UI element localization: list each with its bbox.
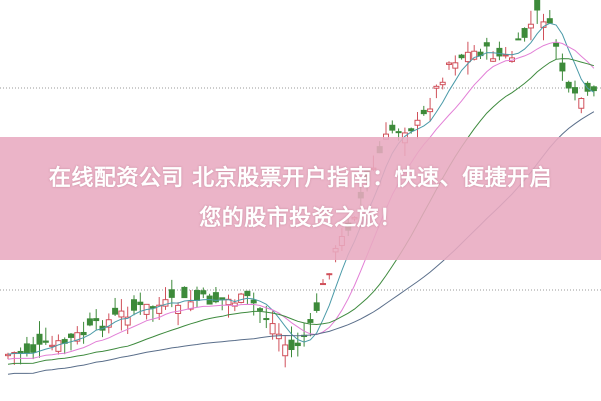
candle-body — [275, 333, 282, 340]
candle-body — [105, 319, 112, 328]
candle-body — [590, 86, 597, 92]
candle-body — [212, 292, 219, 303]
candle-body — [502, 54, 509, 57]
candle-body — [471, 50, 478, 60]
candle-body — [156, 304, 163, 314]
candle-body — [527, 23, 534, 29]
candle-body — [490, 58, 497, 62]
candle-body — [433, 85, 440, 89]
candle-body — [68, 333, 74, 338]
candle-body — [578, 98, 585, 109]
candle-body — [572, 87, 578, 94]
candle-body — [263, 318, 270, 321]
candle-body — [427, 108, 434, 113]
candle-body — [439, 81, 446, 86]
candle-body — [244, 290, 251, 297]
candle-body — [288, 339, 295, 351]
candle-body — [124, 316, 131, 326]
candle-body — [74, 332, 81, 342]
candle-body — [42, 340, 49, 343]
candle-body — [175, 304, 182, 315]
candle-body — [200, 290, 207, 295]
candle-body — [546, 18, 553, 24]
candle-body — [313, 302, 320, 311]
candle-body — [420, 109, 427, 115]
moving-average-line — [7, 41, 595, 360]
candle-body — [452, 62, 459, 69]
candle-body — [565, 81, 572, 89]
candle-body — [540, 21, 547, 28]
candle-body — [515, 38, 522, 41]
candle-body — [389, 124, 396, 131]
candle-body — [49, 344, 56, 347]
candle-body — [320, 283, 326, 286]
candle-body — [93, 318, 100, 322]
candle-body — [5, 353, 11, 357]
candle-body — [23, 343, 30, 354]
candle-body — [269, 323, 276, 335]
headline-line-2: 您的股市投资之旅！ — [199, 205, 402, 231]
candle-body — [149, 306, 156, 309]
candle-body — [326, 273, 333, 276]
candle-body — [307, 319, 314, 323]
candle-body — [187, 301, 194, 310]
candle-body — [559, 62, 566, 72]
candle-body — [294, 342, 301, 347]
candle-body — [168, 289, 175, 298]
headline-banner: 在线配资公司 北京股票开户指南：快速、便捷开启 您的股市投资之旅！ — [0, 137, 601, 260]
candle-body — [86, 318, 93, 326]
candle-body — [112, 307, 119, 315]
candle-body — [131, 299, 137, 311]
candle-body — [250, 299, 257, 304]
candle-body — [458, 54, 465, 59]
candle-body — [162, 299, 169, 307]
moving-average-line — [7, 22, 595, 355]
candle-body — [30, 344, 37, 353]
candle-body — [238, 293, 245, 303]
headline-line-1: 在线配资公司 北京股票开户指南：快速、便捷开启 — [48, 165, 553, 191]
candle-body — [534, 0, 541, 11]
candle-body — [464, 51, 471, 63]
candle-body — [181, 286, 188, 299]
candle-body — [118, 310, 125, 318]
candle-body — [446, 62, 452, 65]
candle-body — [257, 308, 263, 311]
candle-body — [137, 301, 144, 306]
candle-body — [553, 42, 560, 47]
candle-body — [282, 344, 289, 357]
candle-body — [521, 28, 528, 38]
candle-body — [395, 131, 402, 134]
candle-body — [36, 333, 43, 345]
candle-body — [584, 82, 591, 92]
candle-body — [483, 42, 490, 47]
candle-body — [408, 128, 415, 132]
moving-average-line — [7, 58, 595, 365]
candle-body — [80, 331, 87, 336]
candle-body — [194, 289, 200, 301]
candle-body — [414, 119, 421, 126]
candle-body — [496, 47, 503, 57]
